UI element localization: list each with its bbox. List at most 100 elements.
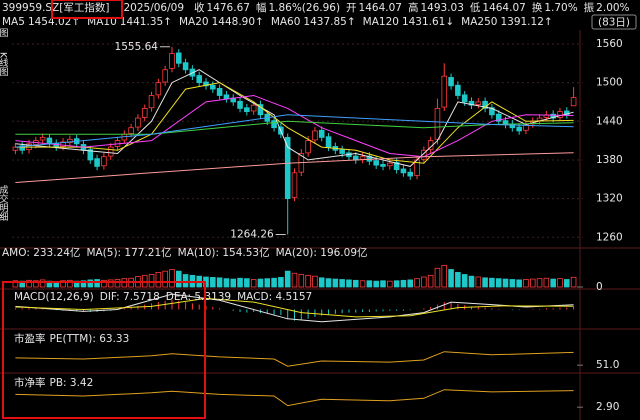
candle-body — [495, 113, 502, 122]
period-selector[interactable] — [591, 14, 637, 30]
quote-label: 振 — [584, 1, 595, 14]
volume-bar — [271, 277, 277, 288]
volume-bar — [284, 270, 291, 288]
volume-bar — [373, 280, 379, 288]
volume-bar — [550, 278, 556, 288]
candle-body — [380, 164, 386, 167]
panel-legend: PE(TTM): 63.33 — [50, 333, 130, 345]
candle-body — [291, 172, 298, 198]
volume-bar — [455, 272, 461, 288]
volume-bar — [107, 279, 114, 288]
quote-value: 1.70% — [544, 2, 577, 14]
candle-body — [237, 100, 243, 109]
candle-body — [318, 129, 325, 138]
candle-body — [325, 136, 332, 148]
legend-value: 1391.12↑ — [500, 16, 552, 28]
volume-bar — [543, 277, 550, 288]
y-tick-label: 1320 — [596, 193, 623, 205]
candle-body — [67, 138, 73, 143]
quote-label: 收 — [194, 1, 205, 14]
ticker: 399959.SZ[军工指数] — [2, 1, 109, 14]
candle-body — [148, 95, 155, 109]
period-label[interactable]: (83日) — [598, 17, 630, 29]
volume-bar — [223, 278, 230, 288]
y-tick-label: 0 — [596, 281, 603, 293]
volume-bar — [400, 279, 407, 288]
volume-bar — [175, 270, 182, 288]
panel-title: 市盈率 — [14, 332, 46, 345]
candle-body — [101, 156, 107, 167]
macd-line — [15, 293, 574, 323]
candle-body — [393, 162, 400, 171]
volume-bar — [33, 280, 39, 288]
sidebar-tab[interactable]: 图 — [0, 28, 8, 38]
candle-body — [128, 127, 134, 134]
panel-legend: PB: 3.42 — [50, 377, 94, 389]
volume-bar — [318, 277, 325, 288]
volume-bar — [380, 280, 386, 288]
candle-body — [448, 77, 454, 87]
quote-value: 1.86%(26.96) — [268, 2, 340, 14]
volume-bar — [387, 280, 393, 288]
candle-body — [175, 52, 182, 64]
volume-bar — [461, 274, 468, 288]
candle-body — [250, 104, 257, 112]
volume-bar — [482, 277, 488, 288]
legend-name: MA20 — [179, 16, 209, 28]
volume-bar — [210, 277, 216, 288]
candle-body — [352, 155, 359, 161]
quote-value: 1464.07 — [359, 2, 402, 14]
volume-bar — [101, 279, 107, 288]
quote-label: 高 — [408, 1, 419, 14]
volume-bar — [421, 276, 427, 288]
volume-bar — [414, 278, 420, 288]
candle-body — [155, 82, 162, 96]
candle-body — [570, 97, 577, 107]
volume-bar — [468, 275, 475, 288]
volume-bar — [39, 279, 46, 288]
volume-legend: MA(10): 154.53亿 — [178, 246, 270, 259]
candle-body — [94, 158, 100, 167]
candle-body — [19, 145, 25, 151]
volume-bar — [366, 280, 373, 288]
volume-bar — [94, 279, 100, 288]
ma-line — [15, 114, 574, 148]
date: 2025/06/09 — [123, 2, 184, 14]
volume-legend: AMO: 233.24亿 — [2, 246, 80, 259]
volume-bar — [250, 279, 257, 288]
candle-body — [387, 162, 393, 167]
candle-body — [305, 140, 311, 154]
volume-bar — [148, 274, 155, 288]
quote-label: 开 — [346, 2, 357, 14]
candle-body — [271, 120, 277, 129]
volume-bar — [87, 279, 94, 288]
candle-body — [284, 136, 291, 200]
volume-bar — [264, 278, 271, 288]
candle-body — [557, 111, 563, 118]
candle-body — [400, 168, 407, 174]
volume-bar — [570, 276, 577, 288]
legend-name: MA250 — [461, 16, 497, 28]
candle-body — [475, 101, 482, 105]
volume-bar — [182, 274, 189, 288]
legend-value: 1437.85↑ — [303, 16, 355, 28]
volume-legend: MA(20): 196.09亿 — [276, 246, 368, 259]
quote-label: 低 — [470, 1, 481, 14]
highlight-box — [2, 281, 206, 419]
sidebar-tab[interactable]: 成交明细 — [0, 184, 8, 221]
volume-bar — [529, 278, 536, 288]
candle-body — [46, 137, 53, 145]
volume-bar — [352, 279, 359, 288]
candle-body — [216, 88, 223, 96]
sidebar-tab[interactable]: K线图 — [0, 52, 8, 77]
volume-bar — [114, 279, 121, 288]
legend-name: MA120 — [363, 16, 399, 28]
candle-body — [39, 136, 46, 141]
quote-value: 1476.67 — [207, 2, 250, 14]
value-line — [15, 351, 574, 367]
volume-bar — [312, 275, 318, 288]
volume-bar — [509, 279, 516, 288]
candle-body — [366, 155, 373, 162]
